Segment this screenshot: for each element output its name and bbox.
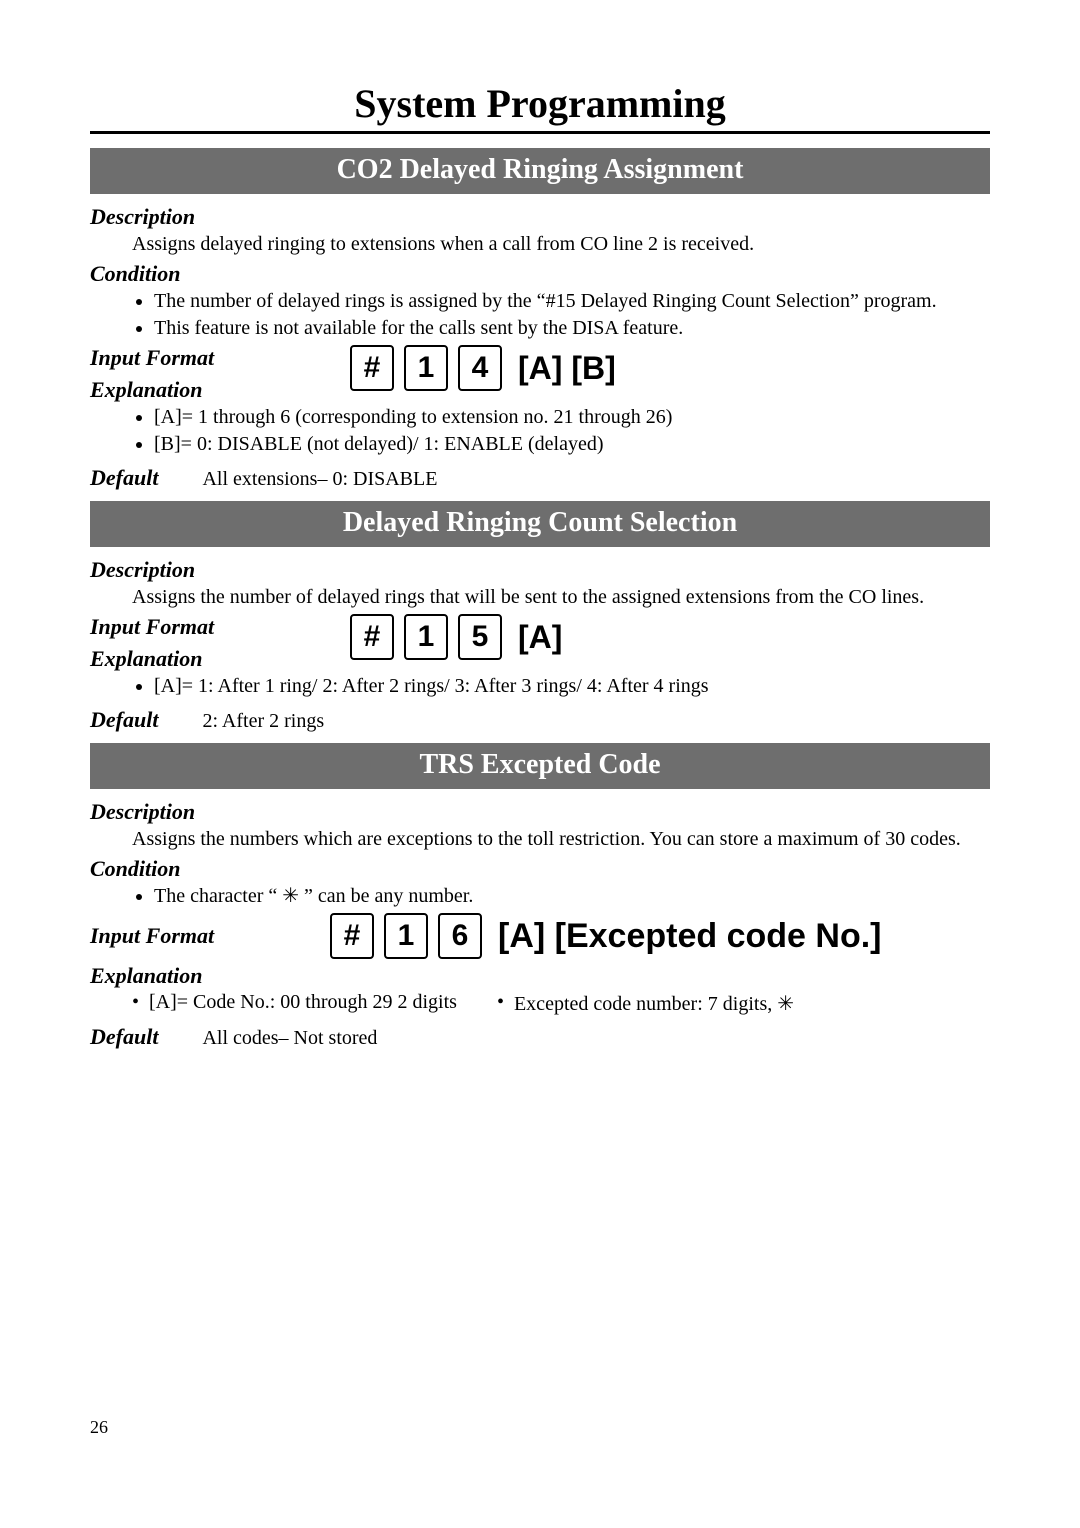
- key-sequence: # 1 4 [A] [B]: [350, 345, 616, 391]
- input-format-labels: Input Format Explanation: [90, 614, 300, 672]
- input-format-label: Input Format: [90, 345, 300, 371]
- explanation-item: [A]= 1: After 1 ring/ 2: After 2 rings/ …: [154, 674, 990, 699]
- description-label: Description: [90, 557, 990, 583]
- explanation-label: Explanation: [90, 377, 300, 403]
- default-row: Default 2: After 2 rings: [90, 707, 990, 733]
- input-format-labels: Input Format Explanation: [90, 345, 300, 403]
- condition-item: The number of delayed rings is assigned …: [154, 289, 990, 314]
- default-label: Default: [90, 465, 158, 491]
- key-sequence: # 1 5 [A]: [350, 614, 562, 660]
- explanation-text: [A]= Code No.: 00 through 29 2 digits: [149, 991, 457, 1014]
- title-rule: [90, 131, 990, 134]
- page: System Programming CO2 Delayed Ringing A…: [0, 0, 1080, 1528]
- default-value: All extensions– 0: DISABLE: [202, 468, 437, 491]
- section-bar: TRS Excepted Code: [90, 743, 990, 789]
- digit-key-icon: 1: [404, 614, 448, 660]
- explanation-list: [A]= 1: After 1 ring/ 2: After 2 rings/ …: [132, 674, 990, 699]
- default-row: Default All codes– Not stored: [90, 1024, 990, 1050]
- section-bar: CO2 Delayed Ringing Assignment: [90, 148, 990, 194]
- input-format-label: Input Format: [90, 923, 300, 949]
- key-sequence: # 1 6 [A] [Excepted code No.]: [330, 913, 881, 959]
- hash-key-icon: #: [350, 345, 394, 391]
- default-label: Default: [90, 707, 158, 733]
- digit-key-icon: 4: [458, 345, 502, 391]
- description-label: Description: [90, 799, 990, 825]
- condition-item: The character “ ✳ ” can be any number.: [154, 884, 990, 909]
- digit-key-icon: 5: [458, 614, 502, 660]
- default-value: 2: After 2 rings: [202, 710, 324, 733]
- input-format-row: Input Format # 1 6 [A] [Excepted code No…: [90, 913, 990, 959]
- key-params: [A] [Excepted code No.]: [498, 917, 881, 956]
- condition-list: The number of delayed rings is assigned …: [132, 289, 990, 341]
- explanation-label: Explanation: [90, 646, 300, 672]
- key-params: [A] [B]: [518, 350, 616, 387]
- digit-key-icon: 1: [384, 913, 428, 959]
- input-format-row: Input Format Explanation # 1 4 [A] [B]: [90, 345, 990, 403]
- default-value: All codes– Not stored: [202, 1027, 377, 1050]
- bullet-icon: •: [497, 991, 504, 1014]
- condition-label: Condition: [90, 261, 990, 287]
- hash-key-icon: #: [350, 614, 394, 660]
- page-title: System Programming: [90, 80, 990, 127]
- key-params: [A]: [518, 619, 562, 656]
- explanation-col-right: • Excepted code number: 7 digits, ✳: [497, 991, 794, 1016]
- section-bar: Delayed Ringing Count Selection: [90, 501, 990, 547]
- digit-key-icon: 6: [438, 913, 482, 959]
- hash-key-icon: #: [330, 913, 374, 959]
- input-format-label: Input Format: [90, 614, 300, 640]
- explanation-columns: • [A]= Code No.: 00 through 29 2 digits …: [132, 991, 990, 1016]
- description-text: Assigns the number of delayed rings that…: [132, 585, 990, 610]
- description-text: Assigns the numbers which are exceptions…: [132, 827, 990, 852]
- condition-list: The character “ ✳ ” can be any number.: [132, 884, 990, 909]
- description-label: Description: [90, 204, 990, 230]
- input-format-row: Input Format Explanation # 1 5 [A]: [90, 614, 990, 672]
- condition-item: This feature is not available for the ca…: [154, 316, 990, 341]
- input-format-labels: Input Format: [90, 923, 300, 949]
- explanation-text: Excepted code number: 7 digits, ✳: [514, 991, 794, 1016]
- explanation-col-left: • [A]= Code No.: 00 through 29 2 digits: [132, 991, 457, 1016]
- default-label: Default: [90, 1024, 158, 1050]
- explanation-label: Explanation: [90, 963, 990, 989]
- explanation-item: [B]= 0: DISABLE (not delayed)/ 1: ENABLE…: [154, 432, 990, 457]
- description-text: Assigns delayed ringing to extensions wh…: [132, 232, 990, 257]
- page-number: 26: [90, 1417, 108, 1438]
- digit-key-icon: 1: [404, 345, 448, 391]
- condition-label: Condition: [90, 856, 990, 882]
- explanation-list: [A]= 1 through 6 (corresponding to exten…: [132, 405, 990, 457]
- explanation-item: [A]= 1 through 6 (corresponding to exten…: [154, 405, 990, 430]
- default-row: Default All extensions– 0: DISABLE: [90, 465, 990, 491]
- bullet-icon: •: [132, 991, 139, 1014]
